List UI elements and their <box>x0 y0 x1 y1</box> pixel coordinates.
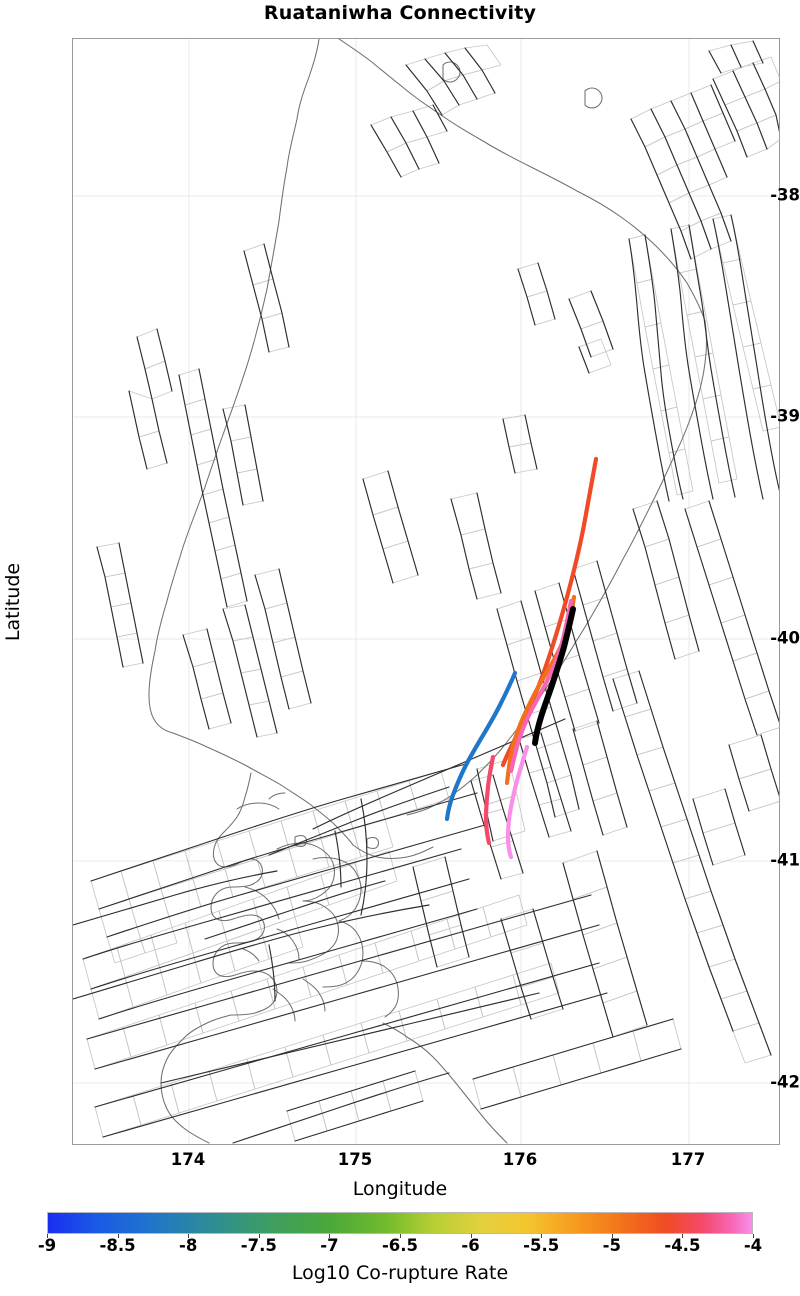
colorbar-tick-label: -5.5 <box>523 1236 560 1255</box>
xtick-label: 174 <box>170 1150 206 1169</box>
fault-section-polygons <box>82 40 779 1142</box>
colorbar-tick-label: -6.5 <box>381 1236 419 1255</box>
colorbar-tick-mark <box>329 1234 331 1238</box>
colorbar-tick-label: -7.5 <box>240 1236 277 1255</box>
colorbar-tick-mark <box>117 1234 119 1238</box>
highlight-red-south-short <box>483 754 496 846</box>
highlight-blue-south <box>444 670 518 822</box>
highlight-ruataniwha-source <box>532 606 576 746</box>
xtick-label: 177 <box>670 1150 706 1169</box>
colorbar-tick-mark <box>682 1234 684 1238</box>
colorbar-tick-label: -8 <box>179 1236 198 1255</box>
coastline <box>148 39 708 1144</box>
colorbar-tick-label: -7 <box>320 1236 339 1255</box>
highlight-pink-south <box>505 744 530 860</box>
xtick-label: 176 <box>502 1150 538 1169</box>
colorbar-gradient <box>47 1212 753 1234</box>
fault-traces <box>73 40 779 1144</box>
colorbar-tick-mark <box>47 1234 48 1238</box>
colorbar-tick-mark <box>470 1234 472 1238</box>
colorbar-tick-label: -4 <box>743 1236 763 1255</box>
map-canvas <box>73 39 779 1144</box>
ytick-label: -42 <box>770 1072 800 1092</box>
colorbar-container <box>47 1212 754 1238</box>
grid-lines <box>73 39 779 1144</box>
colorbar-tick-mark <box>611 1234 613 1238</box>
colorbar-tick-label: -8.5 <box>99 1236 136 1255</box>
page-title: Ruataniwha Connectivity <box>263 2 537 24</box>
y-axis-label: Latitude <box>2 562 24 642</box>
colorbar-tick-label: -5 <box>602 1236 621 1255</box>
xtick-label: 175 <box>337 1150 373 1169</box>
colorbar-tick-mark <box>258 1234 260 1238</box>
highlighted-ruptures <box>444 456 599 860</box>
colorbar-tick-mark <box>400 1234 401 1238</box>
colorbar-tick-label: -9 <box>37 1236 57 1255</box>
x-axis-label: Longitude <box>352 1178 448 1200</box>
ytick-label: -41 <box>770 850 800 870</box>
colorbar-tick-mark <box>188 1234 190 1238</box>
map-axes <box>72 38 780 1145</box>
highlight-red-orange-north <box>500 456 599 768</box>
ytick-label: -38 <box>770 185 800 205</box>
colorbar-tick-label: -6 <box>461 1236 480 1255</box>
colorbar-label: Log10 Co-rupture Rate <box>291 1262 509 1284</box>
colorbar-tick-mark <box>541 1234 543 1238</box>
ytick-label: -40 <box>770 628 800 648</box>
colorbar-tick-mark <box>753 1234 754 1238</box>
ytick-label: -39 <box>770 406 800 426</box>
colorbar-tick-label: -4.5 <box>664 1236 701 1255</box>
